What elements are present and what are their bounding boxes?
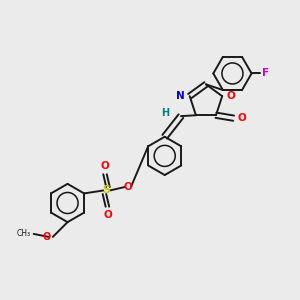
Text: H: H — [162, 108, 170, 118]
Text: F: F — [262, 68, 269, 78]
Text: N: N — [176, 91, 184, 101]
Text: CH₃: CH₃ — [16, 230, 31, 238]
Text: O: O — [226, 91, 236, 101]
Text: O: O — [123, 182, 132, 192]
Text: O: O — [103, 210, 112, 220]
Text: S: S — [102, 185, 110, 196]
Text: O: O — [42, 232, 50, 242]
Text: O: O — [101, 161, 110, 171]
Text: O: O — [237, 113, 246, 123]
